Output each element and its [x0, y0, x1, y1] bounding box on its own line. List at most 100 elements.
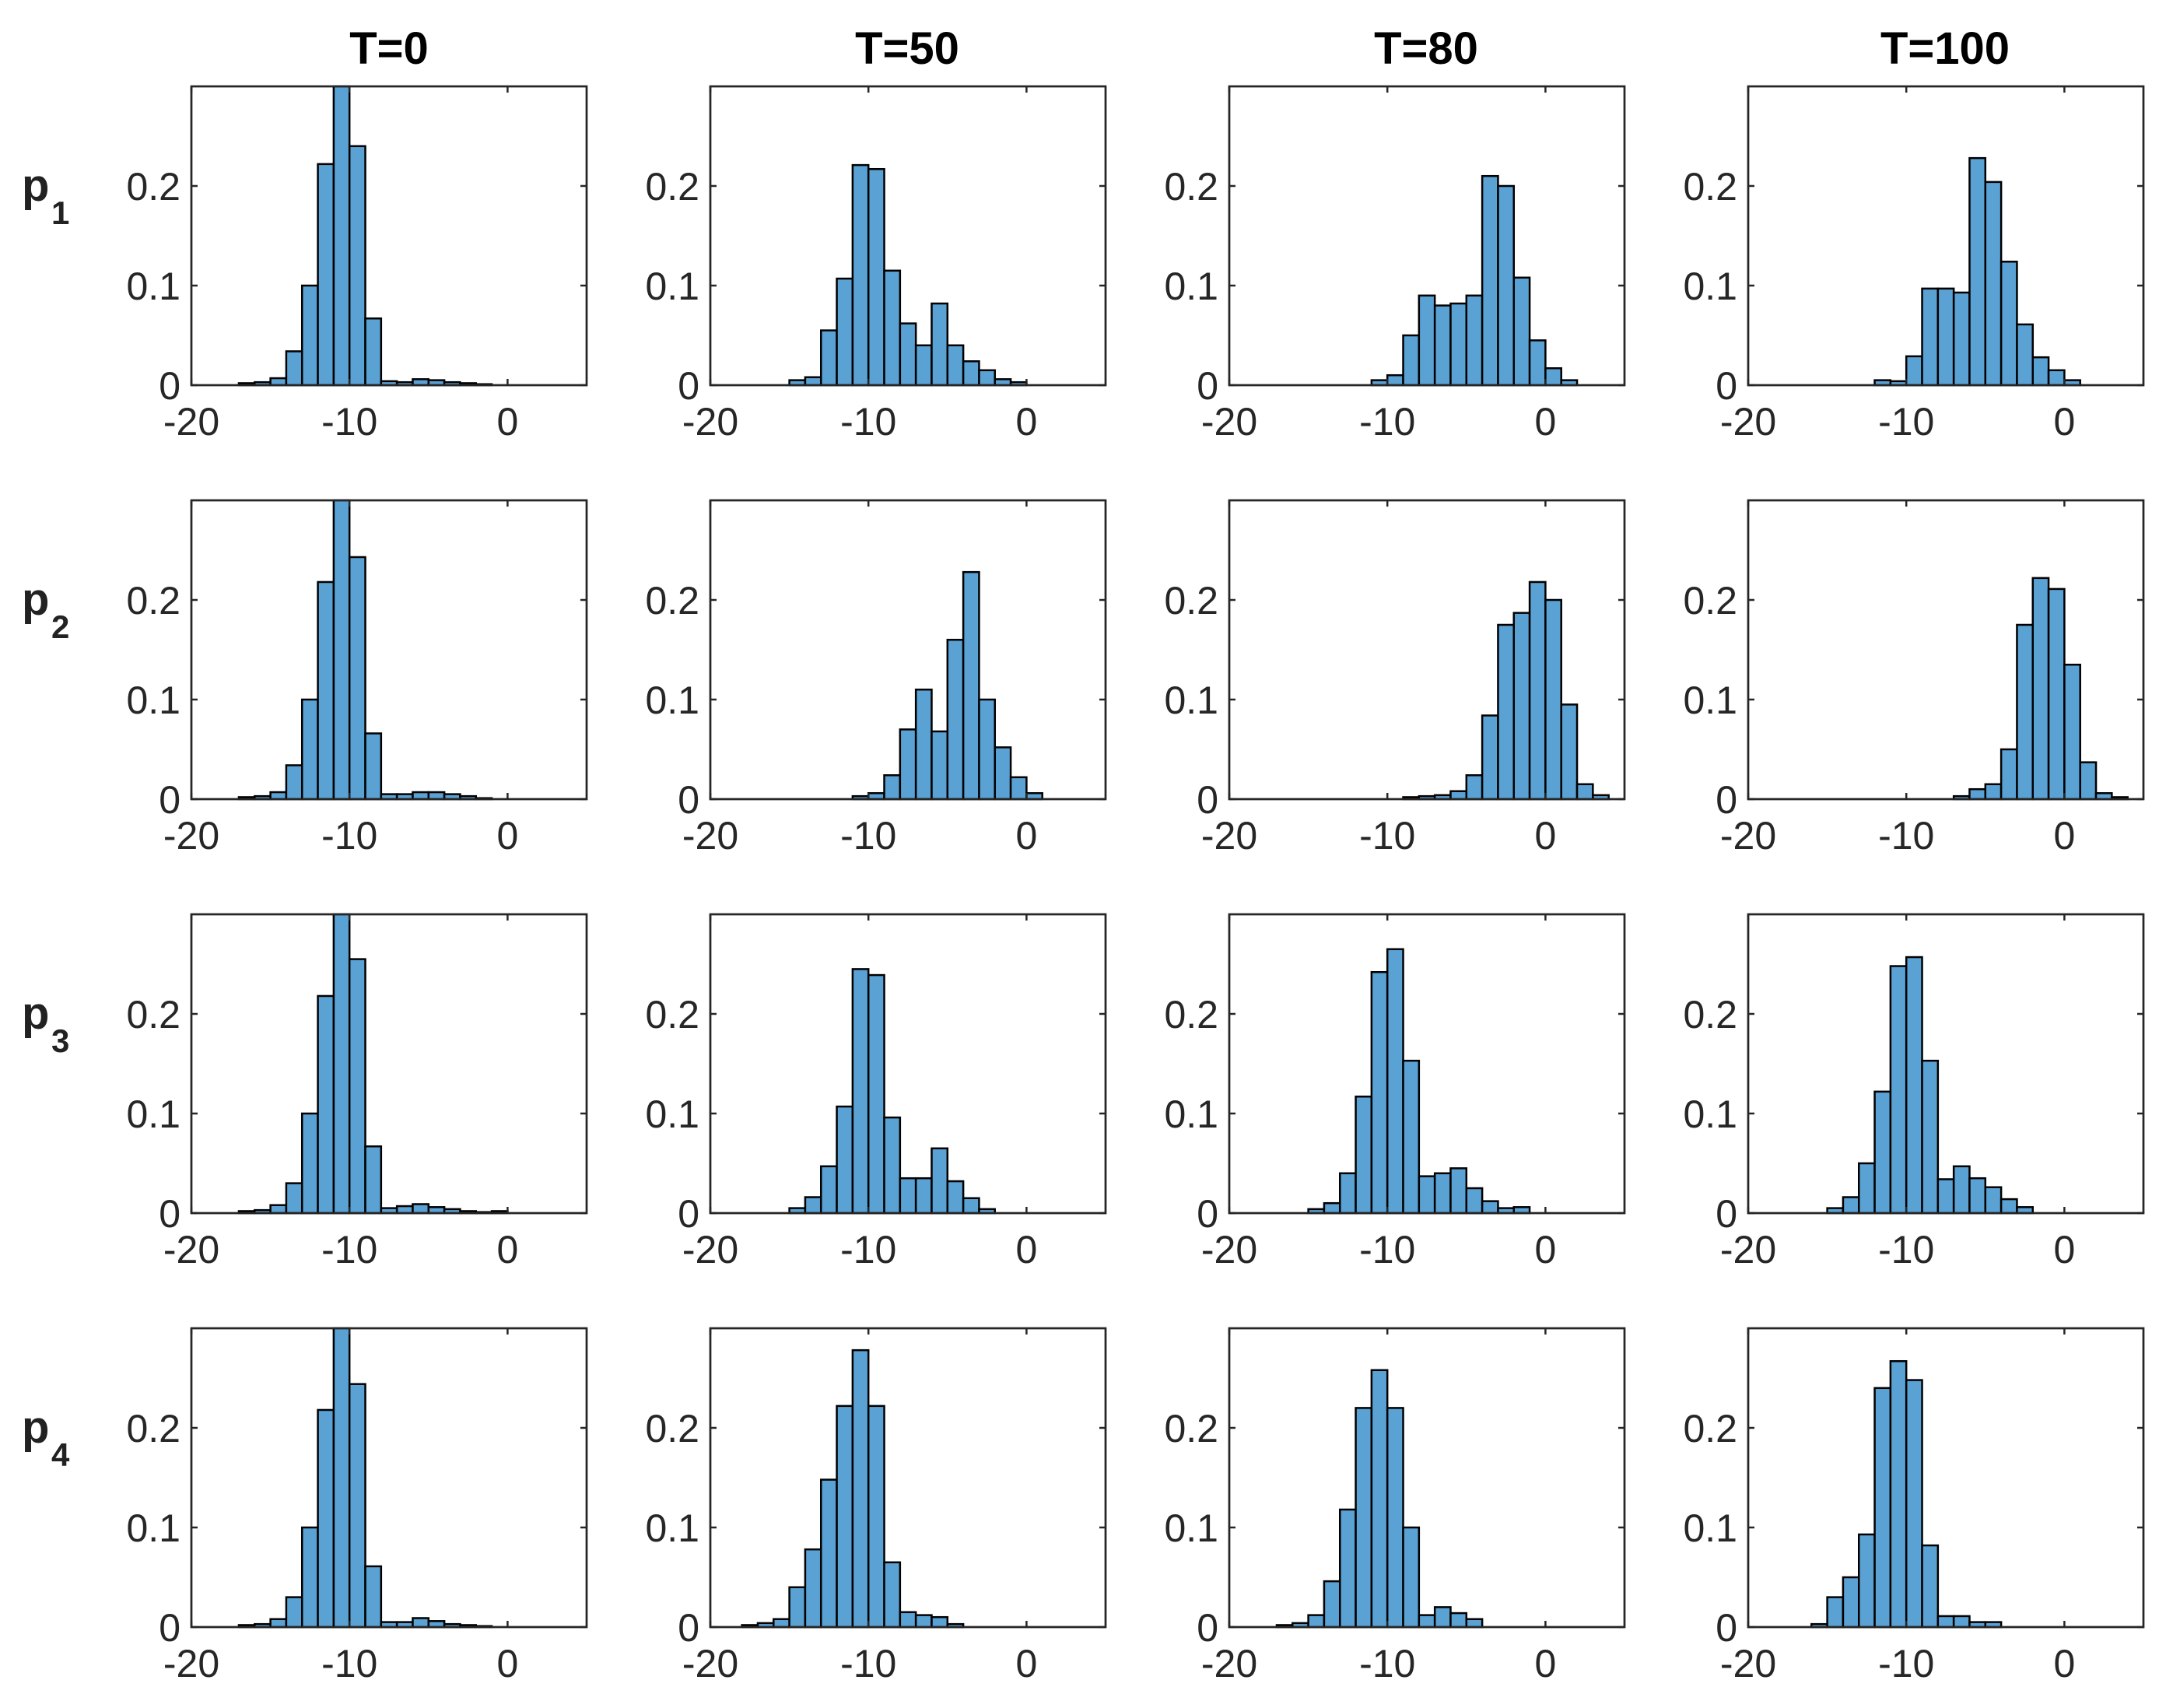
histogram-bar	[300, 1526, 319, 1629]
y-tick-label: 0	[159, 1606, 180, 1650]
histogram-bar	[1465, 294, 1484, 387]
histogram-bar	[867, 1405, 885, 1629]
histogram-bar	[899, 1611, 917, 1629]
histogram-bar	[899, 728, 917, 801]
y-tick-label: 0	[678, 1192, 699, 1236]
histogram-bar	[1497, 184, 1516, 387]
x-tick-label: -20	[1201, 1228, 1257, 1271]
x-tick-label: 0	[1015, 1228, 1037, 1271]
histogram-bar	[348, 556, 366, 801]
histogram-bar	[1873, 1090, 1892, 1215]
histogram-bar	[1481, 714, 1499, 801]
histogram-bar	[1481, 1200, 1499, 1215]
histogram-bar	[867, 973, 885, 1215]
histogram-bar	[1449, 1612, 1468, 1629]
histogram-bar	[899, 1177, 917, 1215]
histogram-bar	[2063, 663, 2081, 801]
x-tick-label: -10	[840, 814, 896, 858]
histogram-bar	[836, 1405, 854, 1629]
x-tick-label: 0	[2053, 814, 2075, 858]
y-tick-label: 0.2	[126, 1407, 180, 1450]
histogram-bar	[2079, 761, 2098, 801]
histogram-bar	[1921, 1059, 1940, 1215]
histogram-bar	[931, 730, 949, 801]
histogram-bar	[1936, 1615, 1955, 1629]
histogram-bar	[1386, 374, 1404, 387]
histogram-bar	[2016, 323, 2035, 387]
axes-box	[190, 1327, 588, 1629]
histogram-bar	[412, 1203, 430, 1215]
panel-r1-c2: -20 -10 0 0 0.1 0.2	[645, 85, 1107, 444]
histogram-bar	[931, 1615, 949, 1629]
histogram-bar	[1370, 970, 1389, 1215]
histogram-bar	[285, 764, 303, 801]
x-tick-label: 0	[2053, 400, 2075, 444]
axes-box	[190, 85, 588, 387]
histogram-bar	[1370, 1369, 1389, 1629]
axes-box	[1747, 1327, 2145, 1629]
x-tick-label: -10	[1878, 400, 1934, 444]
x-tick-label: 0	[496, 400, 518, 444]
axes-frame	[709, 85, 1107, 387]
histogram-bar	[1418, 294, 1436, 387]
y-tick-label: 0	[678, 1606, 699, 1650]
histogram-bar	[1481, 174, 1499, 387]
x-tick-label: -20	[1720, 1642, 1776, 1685]
y-tick-label: 0.2	[1683, 1407, 1737, 1450]
histogram-bar	[1857, 1533, 1876, 1629]
y-tick-label: 0.1	[126, 679, 180, 722]
y-tick-label: 0.1	[1164, 1092, 1218, 1136]
axes-frame	[1747, 85, 2145, 387]
y-tick-label: 0	[159, 364, 180, 408]
histogram-bar	[2031, 356, 2050, 387]
histogram-bar	[994, 746, 1012, 801]
panel-r2-c3: -20 -10 0 0 0.1 0.2	[1164, 499, 1626, 858]
y-tick-label: 0	[1716, 364, 1737, 408]
histogram-bar	[883, 269, 902, 387]
histogram-bar	[395, 1205, 414, 1215]
y-tick-label: 0.2	[645, 165, 699, 209]
histogram-bar	[883, 1116, 902, 1215]
row-label-p2-subscript: 2	[51, 608, 69, 645]
x-tick-label: -10	[321, 1642, 377, 1685]
panel-r3-c3: -20 -10 0 0 0.1 0.2	[1164, 913, 1626, 1271]
panel-r1-c4: -20 -10 0 0 0.1 0.2	[1683, 85, 2145, 444]
histogram-bar	[1449, 302, 1468, 387]
histogram-bar	[978, 698, 997, 801]
histogram-bar	[1905, 956, 1923, 1215]
histogram-bar	[867, 167, 885, 387]
x-tick-label: -20	[1720, 400, 1776, 444]
axes-box	[1228, 1327, 1626, 1629]
histogram-bar	[1842, 1196, 1860, 1215]
histogram-bar	[1512, 612, 1531, 801]
axes-box	[190, 499, 588, 801]
axes-frame	[190, 913, 588, 1215]
histogram-bar	[1921, 1544, 1940, 1629]
histogram-bar	[364, 1145, 383, 1215]
x-tick-label: 0	[1534, 814, 1556, 858]
histogram-bar	[1952, 291, 1971, 387]
y-tick-label: 0.2	[645, 993, 699, 1036]
x-tick-label: -20	[163, 1228, 219, 1271]
y-tick-label: 0.2	[126, 165, 180, 209]
histogram-bar	[1873, 1387, 1892, 1629]
axes-frame	[1747, 913, 2145, 1215]
axes-frame	[709, 1327, 1107, 1629]
histogram-bar	[364, 1565, 383, 1629]
column-title-t100: T=100	[1880, 23, 2010, 74]
y-tick-label: 0.2	[1683, 993, 1737, 1036]
y-tick-label: 0.1	[645, 679, 699, 722]
row-label-p4-main: p	[22, 1402, 49, 1453]
x-tick-label: -20	[1201, 1642, 1257, 1685]
panel-r1-c1: -20 -10 0 0 0.1 0.2	[126, 85, 588, 444]
x-tick-label: 0	[2053, 1642, 2075, 1685]
histogram-bar	[317, 994, 335, 1215]
histogram-bar	[962, 570, 980, 801]
histogram-bar	[1857, 1162, 1876, 1215]
panel-r3-c2: -20 -10 0 0 0.1 0.2	[645, 913, 1107, 1271]
column-title-t50: T=50	[855, 23, 959, 74]
histogram-bar	[1936, 287, 1955, 387]
histogram-bar	[332, 85, 351, 387]
histogram-bar	[1842, 1576, 1860, 1629]
histogram-bar	[883, 774, 902, 801]
